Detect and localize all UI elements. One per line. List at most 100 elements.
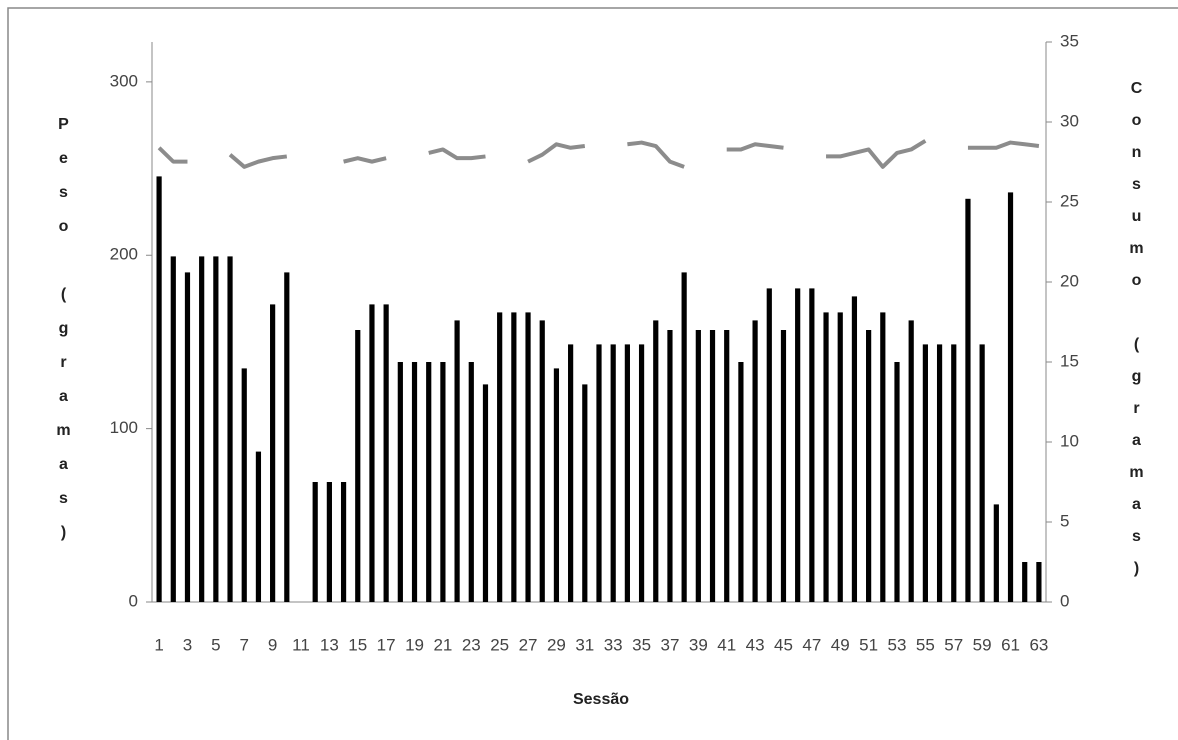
x-tick-label: 49 (831, 635, 850, 654)
y2-tick-label: 5 (1060, 511, 1069, 530)
bar (936, 344, 943, 602)
line (157, 146, 188, 164)
bar (511, 312, 517, 602)
bar (795, 288, 801, 602)
bar (184, 272, 191, 602)
bar (340, 482, 347, 602)
x-tick-label: 37 (660, 635, 679, 654)
bar (199, 256, 205, 602)
x-tick-label: 61 (1001, 635, 1020, 654)
bar (596, 344, 602, 602)
bar (738, 362, 744, 602)
bar (568, 344, 574, 602)
bar (624, 344, 630, 602)
bar (695, 330, 701, 602)
bar (539, 320, 545, 602)
y2-tick-label: 15 (1060, 351, 1079, 370)
x-tick-label: 1 (154, 635, 163, 654)
x-tick-label: 17 (377, 635, 396, 654)
bar (383, 304, 389, 602)
bar (170, 256, 176, 602)
x-tick-label: 23 (462, 635, 481, 654)
y2-axis-label: Consumo (gramas) (1128, 80, 1145, 592)
y-tick-label: 0 (129, 591, 138, 610)
x-tick-label: 59 (973, 635, 992, 654)
y-tick-label: 300 (110, 71, 138, 90)
x-tick-label: 15 (348, 635, 367, 654)
x-tick-label: 43 (746, 635, 765, 654)
bar (355, 330, 361, 602)
x-tick-label: 9 (268, 635, 277, 654)
bar (766, 288, 772, 602)
bar (397, 362, 403, 602)
bar (454, 320, 460, 602)
bar (312, 482, 318, 602)
bar (426, 362, 432, 602)
x-tick-label: 19 (405, 635, 424, 654)
bar (582, 384, 588, 602)
line (967, 140, 1040, 150)
x-tick-label: 55 (916, 635, 935, 654)
bar (411, 362, 418, 602)
x-tick-label: 57 (944, 635, 963, 654)
line (428, 147, 486, 161)
bar (213, 256, 219, 602)
x-tick-label: 25 (490, 635, 509, 654)
bar (326, 482, 332, 602)
x-tick-label: 35 (632, 635, 651, 654)
x-tick-label: 41 (717, 635, 736, 654)
bar (809, 288, 815, 602)
x-tick-label: 27 (519, 635, 538, 654)
bar (468, 362, 474, 602)
x-tick-label: 33 (604, 635, 623, 654)
x-tick-label: 45 (774, 635, 793, 654)
y-axis-label: Peso (gramas) (55, 116, 72, 558)
bar (653, 320, 659, 602)
y2-tick-label: 35 (1060, 31, 1079, 50)
y2-tick-label: 20 (1060, 271, 1079, 290)
x-tick-label: 7 (240, 635, 249, 654)
x-tick-label: 53 (888, 635, 907, 654)
y2-tick-label: 10 (1060, 431, 1079, 450)
line (726, 142, 784, 152)
bar (752, 320, 758, 602)
y2-tick-label: 25 (1060, 191, 1079, 210)
y2-tick-label: 0 (1060, 591, 1069, 610)
bar (780, 330, 787, 602)
bar (255, 451, 262, 602)
bar (270, 304, 276, 602)
x-axis-label: Sessão (573, 691, 629, 708)
x-tick-label: 39 (689, 635, 708, 654)
x-tick-label: 51 (859, 635, 878, 654)
x-tick-label: 13 (320, 635, 339, 654)
bar (1022, 562, 1028, 602)
y-tick-label: 200 (110, 245, 138, 264)
bar (965, 198, 971, 603)
bar (851, 296, 858, 602)
bar (837, 312, 843, 602)
line (228, 153, 288, 169)
bar (724, 330, 730, 602)
bar (638, 344, 645, 602)
bar (1036, 562, 1042, 602)
bar (241, 368, 247, 602)
x-tick-label: 63 (1029, 635, 1048, 654)
line (343, 156, 387, 164)
bar (610, 344, 616, 602)
bar (908, 320, 914, 602)
x-tick-label: 29 (547, 635, 566, 654)
bar (866, 330, 872, 602)
bar (681, 272, 687, 602)
x-tick-label: 47 (802, 635, 821, 654)
bar (823, 312, 829, 602)
bar (880, 312, 886, 602)
bar (922, 344, 928, 602)
bar (709, 330, 716, 602)
bar (369, 304, 375, 602)
y2-tick-label: 30 (1060, 111, 1079, 130)
bar (525, 312, 531, 602)
bar (284, 272, 290, 602)
bar (482, 384, 489, 602)
